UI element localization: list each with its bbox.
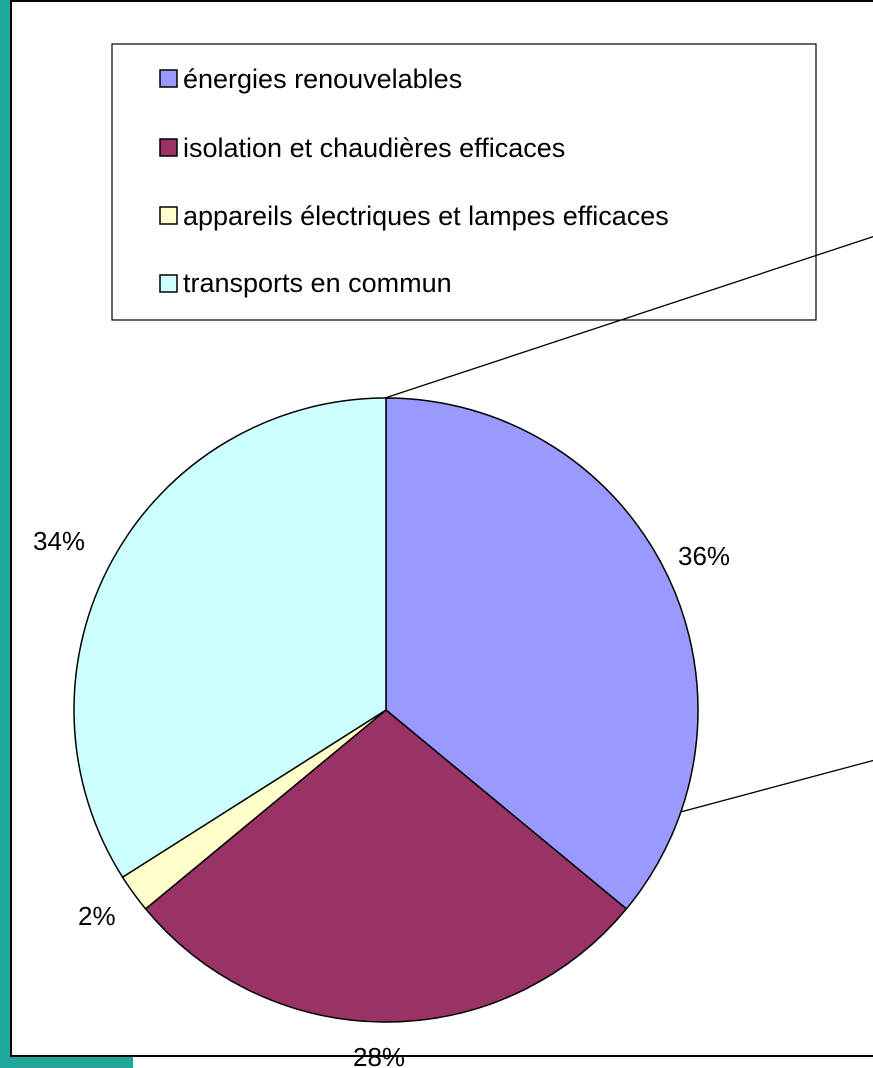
pie-slice-isolation bbox=[144, 709, 628, 1023]
legend-swatch-transports bbox=[159, 274, 178, 293]
data-label-energies: 36% bbox=[678, 541, 730, 571]
pie-slice-transports bbox=[73, 397, 387, 879]
legend-swatch-isolation bbox=[159, 138, 178, 157]
legend-box bbox=[111, 43, 817, 321]
data-label-appareils: 2% bbox=[78, 901, 116, 931]
data-label-transports: 34% bbox=[33, 526, 85, 556]
legend-label-isolation: isolation et chaudières efficaces bbox=[183, 133, 565, 163]
legend-swatch-appareils bbox=[159, 206, 178, 225]
legend-label-energies: énergies renouvelables bbox=[183, 64, 462, 94]
pie-slice-energies bbox=[385, 397, 699, 910]
legend-label-appareils: appareils électriques et lampes efficace… bbox=[183, 201, 669, 231]
legend: énergies renouvelables isolation et chau… bbox=[111, 43, 817, 321]
legend-swatch-energies bbox=[159, 69, 178, 88]
legend-label-transports: transports en commun bbox=[183, 268, 452, 298]
data-label-isolation: 28% bbox=[353, 1042, 405, 1068]
leader-line-top bbox=[384, 235, 873, 399]
